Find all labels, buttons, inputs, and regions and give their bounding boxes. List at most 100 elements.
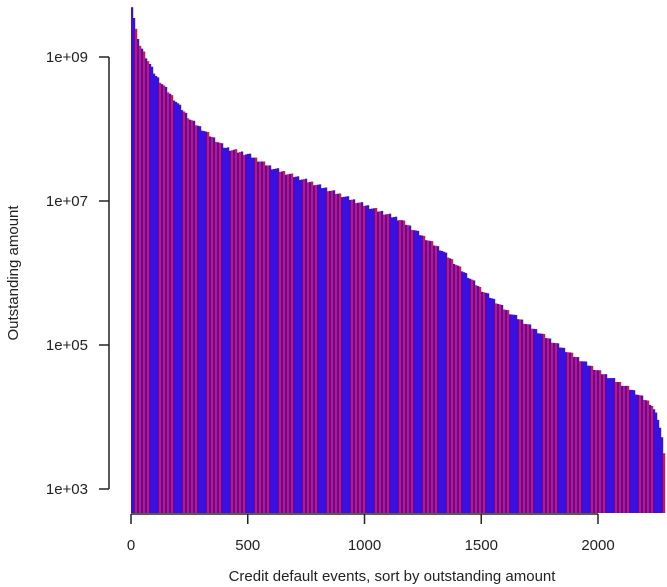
bar: [325, 187, 328, 514]
bar: [555, 343, 558, 513]
bar: [407, 225, 410, 513]
bar: [175, 101, 178, 514]
bar: [365, 205, 368, 513]
x-tick-label: 500: [235, 537, 260, 554]
bar: [321, 188, 324, 513]
x-tick-label: 0: [127, 537, 135, 554]
bar: [529, 324, 532, 513]
x-tick-label: 1000: [348, 537, 381, 554]
bar: [355, 203, 358, 513]
bar: [201, 130, 204, 513]
bar: [549, 338, 552, 513]
bar: [613, 378, 616, 513]
bar: [499, 304, 502, 513]
bar: [597, 370, 600, 513]
bar: [335, 194, 338, 513]
bar: [347, 196, 350, 513]
bar: [651, 405, 654, 513]
bar: [311, 181, 314, 513]
bar: [319, 184, 322, 513]
bar: [619, 381, 622, 513]
bar: [393, 217, 396, 513]
bar: [217, 142, 220, 513]
y-tick-label: 1e+09: [46, 49, 88, 66]
bar: [495, 303, 498, 513]
bar: [535, 329, 538, 513]
bar: [445, 252, 448, 513]
bar: [249, 153, 252, 513]
bar: [411, 229, 414, 513]
bar: [329, 190, 332, 513]
bar: [425, 240, 428, 513]
bar: [293, 177, 296, 513]
bar: [629, 389, 632, 513]
bar: [367, 205, 370, 514]
bar: [561, 347, 564, 513]
bar: [213, 137, 216, 513]
bar: [403, 220, 406, 513]
bar: [135, 28, 138, 514]
bar: [389, 213, 392, 513]
bar: [199, 126, 202, 514]
bar: [339, 193, 342, 513]
bar: [177, 103, 180, 513]
bar: [259, 161, 262, 513]
bar: [265, 165, 268, 513]
bar: [503, 309, 506, 513]
bar: [553, 342, 556, 513]
bar: [579, 361, 582, 513]
bar: [575, 356, 578, 513]
bar: [323, 187, 326, 514]
bar: [479, 286, 482, 513]
x-axis-title: Credit default events, sort by outstandi…: [229, 568, 557, 585]
bar: [627, 385, 630, 513]
bar: [377, 211, 380, 513]
bar: [351, 199, 354, 513]
bar: [271, 169, 274, 513]
bar: [257, 161, 260, 513]
bar: [509, 314, 512, 513]
bar: [289, 173, 292, 514]
bar: [381, 210, 384, 513]
bar: [187, 118, 190, 513]
bar: [157, 77, 160, 513]
bar: [423, 235, 426, 513]
bar: [263, 161, 266, 513]
bar: [515, 314, 518, 513]
bar: [299, 179, 302, 514]
bar: [431, 241, 434, 513]
bar: [379, 211, 382, 514]
bar: [593, 369, 596, 513]
bar: [513, 314, 516, 513]
bar: [621, 385, 624, 513]
bar: [163, 85, 166, 513]
bar: [645, 400, 648, 513]
bar: [131, 7, 134, 514]
bar: [519, 319, 522, 513]
bar: [467, 277, 470, 513]
bar: [453, 264, 456, 513]
bar: [139, 45, 142, 513]
bar: [415, 230, 418, 513]
bar: [591, 365, 594, 513]
bar: [659, 427, 662, 513]
bar: [501, 304, 504, 513]
bar: [493, 298, 496, 513]
bar: [489, 297, 492, 513]
bar: [283, 171, 286, 513]
bar: [285, 174, 288, 513]
bar: [401, 220, 404, 513]
bar: [605, 374, 608, 513]
bar: [291, 173, 294, 513]
bar: [359, 202, 362, 513]
bar: [437, 246, 440, 513]
bar: [565, 352, 568, 513]
bar: [183, 111, 186, 514]
bar: [147, 61, 150, 513]
bar: [451, 259, 454, 513]
bar: [533, 328, 536, 513]
bar: [541, 333, 544, 513]
bar: [599, 370, 602, 513]
bar: [661, 437, 664, 513]
bar: [261, 161, 264, 514]
